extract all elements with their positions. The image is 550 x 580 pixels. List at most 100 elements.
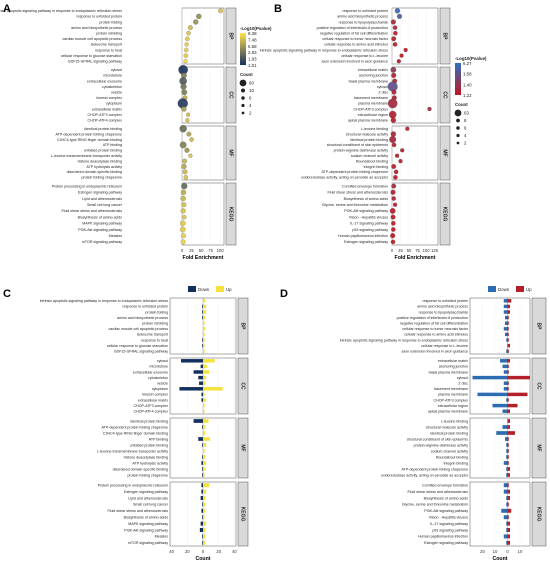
term-label: cellular response to L-leucine: [421, 344, 468, 348]
bar-down: [506, 473, 508, 477]
size-legend-label: 4: [249, 103, 252, 108]
bar-up: [507, 455, 509, 459]
term-label: GDF15-GFRAL signaling pathway: [114, 350, 168, 354]
bar-down: [503, 381, 508, 385]
bar-up: [507, 332, 509, 337]
term-label: CHOP-ATF3 complex: [134, 404, 169, 408]
term-label: cytosol: [377, 85, 388, 89]
facet-strip-label: BP: [536, 323, 542, 331]
color-legend-tick: 1.40: [463, 82, 472, 87]
bar-down: [503, 515, 508, 520]
term-label: protein refolding: [142, 322, 168, 326]
facet-strip-label: MF: [240, 444, 246, 451]
data-point: [180, 195, 186, 202]
term-label: CHOP-ATF3 complex: [88, 113, 123, 117]
term-label: Fluid shear stress and atherosclerosis: [61, 209, 122, 213]
term-label: extracellular region: [438, 404, 468, 408]
facet-strip-label: BP: [442, 33, 448, 41]
bar-up: [203, 343, 205, 348]
data-point: [390, 189, 396, 195]
term-label: L-leucine binding: [441, 419, 468, 423]
term-label: C3HC4-type RING finger domain binding: [103, 431, 168, 435]
bar-down: [472, 375, 508, 380]
data-point: [389, 208, 396, 214]
bar-down: [506, 449, 508, 453]
bar-up: [203, 521, 207, 526]
bar-down: [505, 321, 508, 325]
term-label: cytosol: [157, 359, 168, 363]
term-label: protein folding chaperone: [81, 176, 122, 180]
facet-strip-label: CC: [442, 91, 448, 99]
term-label: Measles: [109, 234, 123, 238]
facet-strip: [225, 125, 237, 181]
x-axis-title: Fold Enrichment: [183, 255, 224, 261]
term-label: basement membrane: [354, 96, 388, 100]
term-label: p53 signaling pathway: [432, 528, 468, 532]
term-label: disordered domain specific binding: [113, 467, 168, 471]
bar-down: [193, 370, 203, 374]
data-point: [193, 19, 199, 25]
term-label: cellular response to amino acid stimulus: [324, 43, 388, 47]
data-point: [391, 221, 396, 226]
bar-down: [501, 508, 508, 513]
facet-strip: [237, 297, 249, 355]
color-legend-tick: 1.93: [248, 57, 257, 62]
term-label: Estrogen signaling pathway: [124, 490, 168, 494]
bar-up: [203, 431, 206, 435]
bar-down: [502, 425, 508, 429]
term-label: Fluid shear stress and atherosclerosis: [327, 191, 388, 195]
bar-down: [503, 534, 508, 539]
term-label: ATP hydrolysis activity: [86, 165, 122, 169]
term-label: basement membrane: [434, 387, 468, 391]
term-label: Estrogen signaling pathway: [78, 191, 122, 195]
data-point: [393, 30, 398, 36]
bar-up: [507, 359, 510, 363]
data-point: [189, 137, 194, 142]
bar-down: [503, 489, 508, 494]
term-label: identical protein binding: [84, 127, 122, 131]
size-legend-title: Count: [240, 72, 253, 77]
term-label: cytoskeleton: [102, 85, 122, 89]
data-point: [186, 30, 191, 36]
facet-panel: [391, 125, 439, 181]
data-point: [183, 47, 189, 53]
data-point: [390, 131, 397, 137]
facet-strip-label: KEGG: [536, 507, 542, 522]
term-label: extracellular matrix: [358, 68, 388, 72]
size-legend-title: Count: [455, 102, 468, 107]
facet-panel: [469, 297, 531, 355]
term-label: plasma membrane: [438, 393, 468, 397]
bar-up: [203, 304, 207, 309]
term-label: ATP binding: [149, 437, 168, 441]
bar-up: [203, 508, 206, 513]
term-label: CHOP-ATF3 complex: [434, 398, 469, 402]
term-label: protein-arginine deiminase activity: [334, 149, 389, 153]
bar-up: [507, 449, 509, 453]
data-point: [185, 36, 190, 42]
term-label: GDF15-GFRAL signaling pathway: [68, 60, 122, 64]
term-label: unfolded protein binding: [84, 149, 122, 153]
bar-down: [200, 521, 203, 526]
term-label: p53 signaling pathway: [352, 228, 388, 232]
legend-swatch-up: [216, 286, 224, 292]
bar-down: [506, 496, 508, 500]
bar-down: [201, 489, 203, 494]
bar-down: [202, 425, 203, 429]
bar-up: [507, 392, 528, 397]
term-label: structural constituent of skin epidermis: [327, 143, 388, 147]
bar-up: [203, 349, 205, 353]
bar-up: [507, 431, 515, 435]
term-label: cytoplasm: [106, 102, 122, 106]
term-label: response to unfolded protein: [76, 15, 122, 19]
panel-d: D BP response to unfolded protein amino aci…: [280, 286, 547, 562]
term-label: microtubule: [149, 365, 168, 369]
facet-strip-label: CC: [228, 91, 234, 99]
bar-up: [507, 315, 509, 320]
bar-up: [507, 375, 530, 380]
data-point: [179, 125, 187, 133]
x-tick-label: 10: [493, 549, 498, 554]
term-label: microtubule: [103, 74, 122, 78]
data-point: [390, 19, 396, 25]
term-label: vesicle: [157, 382, 168, 386]
data-point: [186, 112, 191, 117]
